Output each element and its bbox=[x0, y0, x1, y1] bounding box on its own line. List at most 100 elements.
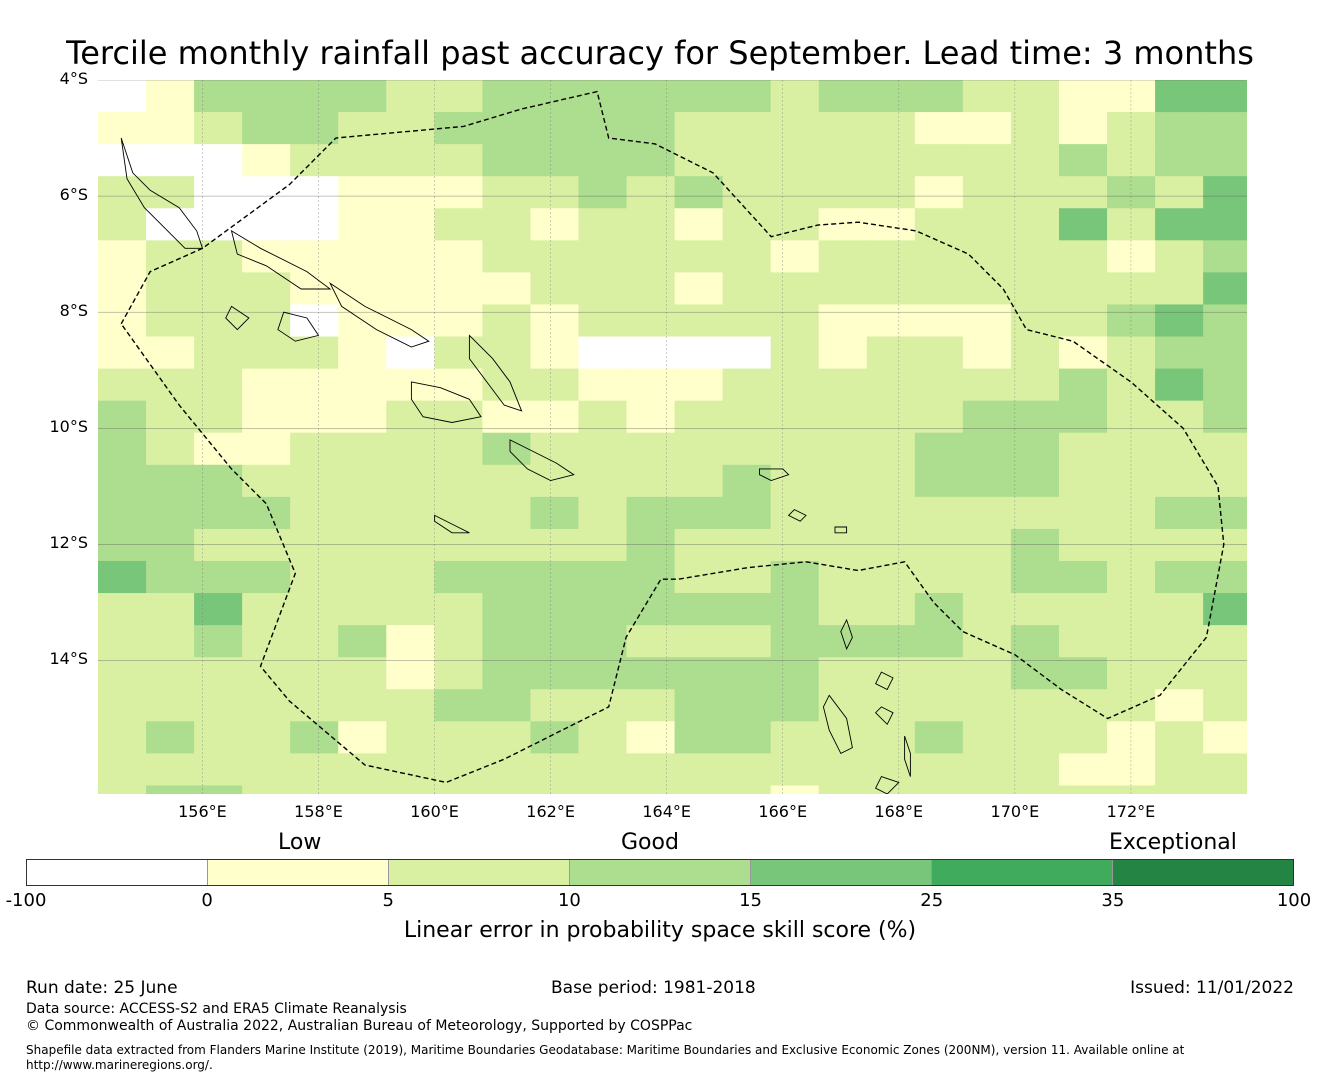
grid-cell bbox=[434, 785, 483, 794]
grid-cell bbox=[867, 433, 916, 466]
grid-cell bbox=[530, 144, 579, 177]
grid-cell bbox=[98, 689, 147, 722]
grid-cell bbox=[578, 689, 627, 722]
grid-cell bbox=[1203, 721, 1247, 754]
grid-cell bbox=[1203, 465, 1247, 498]
grid-cell bbox=[194, 721, 243, 754]
grid-cell bbox=[98, 176, 147, 209]
grid-cell bbox=[290, 689, 339, 722]
grid-cell bbox=[675, 721, 724, 754]
grid-cell bbox=[98, 625, 147, 658]
grid-cell bbox=[915, 80, 964, 113]
grid-cell bbox=[963, 593, 1012, 626]
grid-cell bbox=[1059, 465, 1108, 498]
grid-cell bbox=[1059, 240, 1108, 273]
grid-cell bbox=[675, 497, 724, 530]
grid-cell bbox=[675, 753, 724, 786]
grid-cell bbox=[1107, 208, 1156, 241]
grid-cell bbox=[1059, 80, 1108, 113]
colorbar-tick-label: 0 bbox=[167, 890, 247, 911]
grid-cell bbox=[98, 465, 147, 498]
grid-cell bbox=[290, 529, 339, 562]
grid-cell bbox=[675, 369, 724, 402]
grid-cell bbox=[1203, 112, 1247, 145]
base-period: Base period: 1981-2018 bbox=[551, 978, 756, 998]
grid-cell bbox=[482, 689, 531, 722]
grid-cell bbox=[1155, 593, 1204, 626]
grid-cell bbox=[867, 272, 916, 305]
grid-cell bbox=[723, 529, 772, 562]
grid-cell bbox=[1155, 369, 1204, 402]
grid-cell bbox=[386, 272, 435, 305]
grid-cell bbox=[578, 433, 627, 466]
grid-cell bbox=[963, 176, 1012, 209]
grid-cell bbox=[434, 497, 483, 530]
grid-cell bbox=[386, 721, 435, 754]
grid-cell bbox=[819, 337, 868, 370]
grid-cell bbox=[482, 657, 531, 690]
longitude-label: 162°E bbox=[511, 802, 591, 821]
grid-cell bbox=[1107, 657, 1156, 690]
map-canvas bbox=[98, 80, 1247, 794]
grid-cell bbox=[1107, 689, 1156, 722]
grid-cell bbox=[1107, 112, 1156, 145]
grid-cell bbox=[242, 753, 291, 786]
grid-cell bbox=[963, 657, 1012, 690]
grid-cell bbox=[194, 433, 243, 466]
grid-cell bbox=[482, 593, 531, 626]
grid-cell bbox=[338, 176, 387, 209]
grid-cell bbox=[771, 721, 820, 754]
grid-cell bbox=[1107, 176, 1156, 209]
grid-cell bbox=[194, 785, 243, 794]
grid-cell bbox=[723, 561, 772, 594]
grid-cell bbox=[98, 240, 147, 273]
grid-cell bbox=[1107, 785, 1156, 794]
grid-cell bbox=[482, 465, 531, 498]
grid-cell bbox=[194, 176, 243, 209]
grid-cell bbox=[530, 465, 579, 498]
shapefile-url[interactable]: http://www.marineregions.org/. bbox=[26, 1058, 213, 1072]
grid-cell bbox=[867, 304, 916, 337]
grid-cell bbox=[819, 721, 868, 754]
grid-cell bbox=[530, 689, 579, 722]
grid-cell bbox=[627, 625, 676, 658]
grid-cell bbox=[819, 785, 868, 794]
grid-cell bbox=[1107, 497, 1156, 530]
grid-cell bbox=[1059, 721, 1108, 754]
grid-cell bbox=[723, 465, 772, 498]
grid-cell bbox=[1203, 529, 1247, 562]
grid-cell bbox=[194, 497, 243, 530]
grid-cell bbox=[867, 465, 916, 498]
grid-cell bbox=[1107, 144, 1156, 177]
grid-cell bbox=[1155, 497, 1204, 530]
longitude-label: 172°E bbox=[1091, 802, 1171, 821]
copyright: © Commonwealth of Australia 2022, Austra… bbox=[26, 1018, 692, 1034]
grid-cell bbox=[1011, 625, 1060, 658]
grid-cell bbox=[1059, 785, 1108, 794]
grid-cell bbox=[578, 529, 627, 562]
longitude-label: 166°E bbox=[743, 802, 823, 821]
grid-cell bbox=[771, 785, 820, 794]
grid-cell bbox=[290, 625, 339, 658]
grid-cell bbox=[578, 337, 627, 370]
longitude-label: 164°E bbox=[627, 802, 707, 821]
grid-cell bbox=[530, 625, 579, 658]
grid-cell bbox=[482, 369, 531, 402]
grid-cell bbox=[290, 785, 339, 794]
grid-cell bbox=[819, 561, 868, 594]
grid-cell bbox=[723, 272, 772, 305]
grid-cell bbox=[530, 657, 579, 690]
grid-cell bbox=[627, 240, 676, 273]
grid-cell bbox=[771, 369, 820, 402]
grid-cell bbox=[723, 176, 772, 209]
grid-cell bbox=[290, 144, 339, 177]
grid-cell bbox=[482, 433, 531, 466]
grid-cell bbox=[98, 497, 147, 530]
grid-cell bbox=[867, 176, 916, 209]
grid-cell bbox=[338, 753, 387, 786]
latitude-label: 12°S bbox=[8, 533, 88, 552]
grid-cell bbox=[434, 689, 483, 722]
grid-cell bbox=[771, 176, 820, 209]
grid-cell bbox=[819, 625, 868, 658]
grid-cell bbox=[915, 144, 964, 177]
